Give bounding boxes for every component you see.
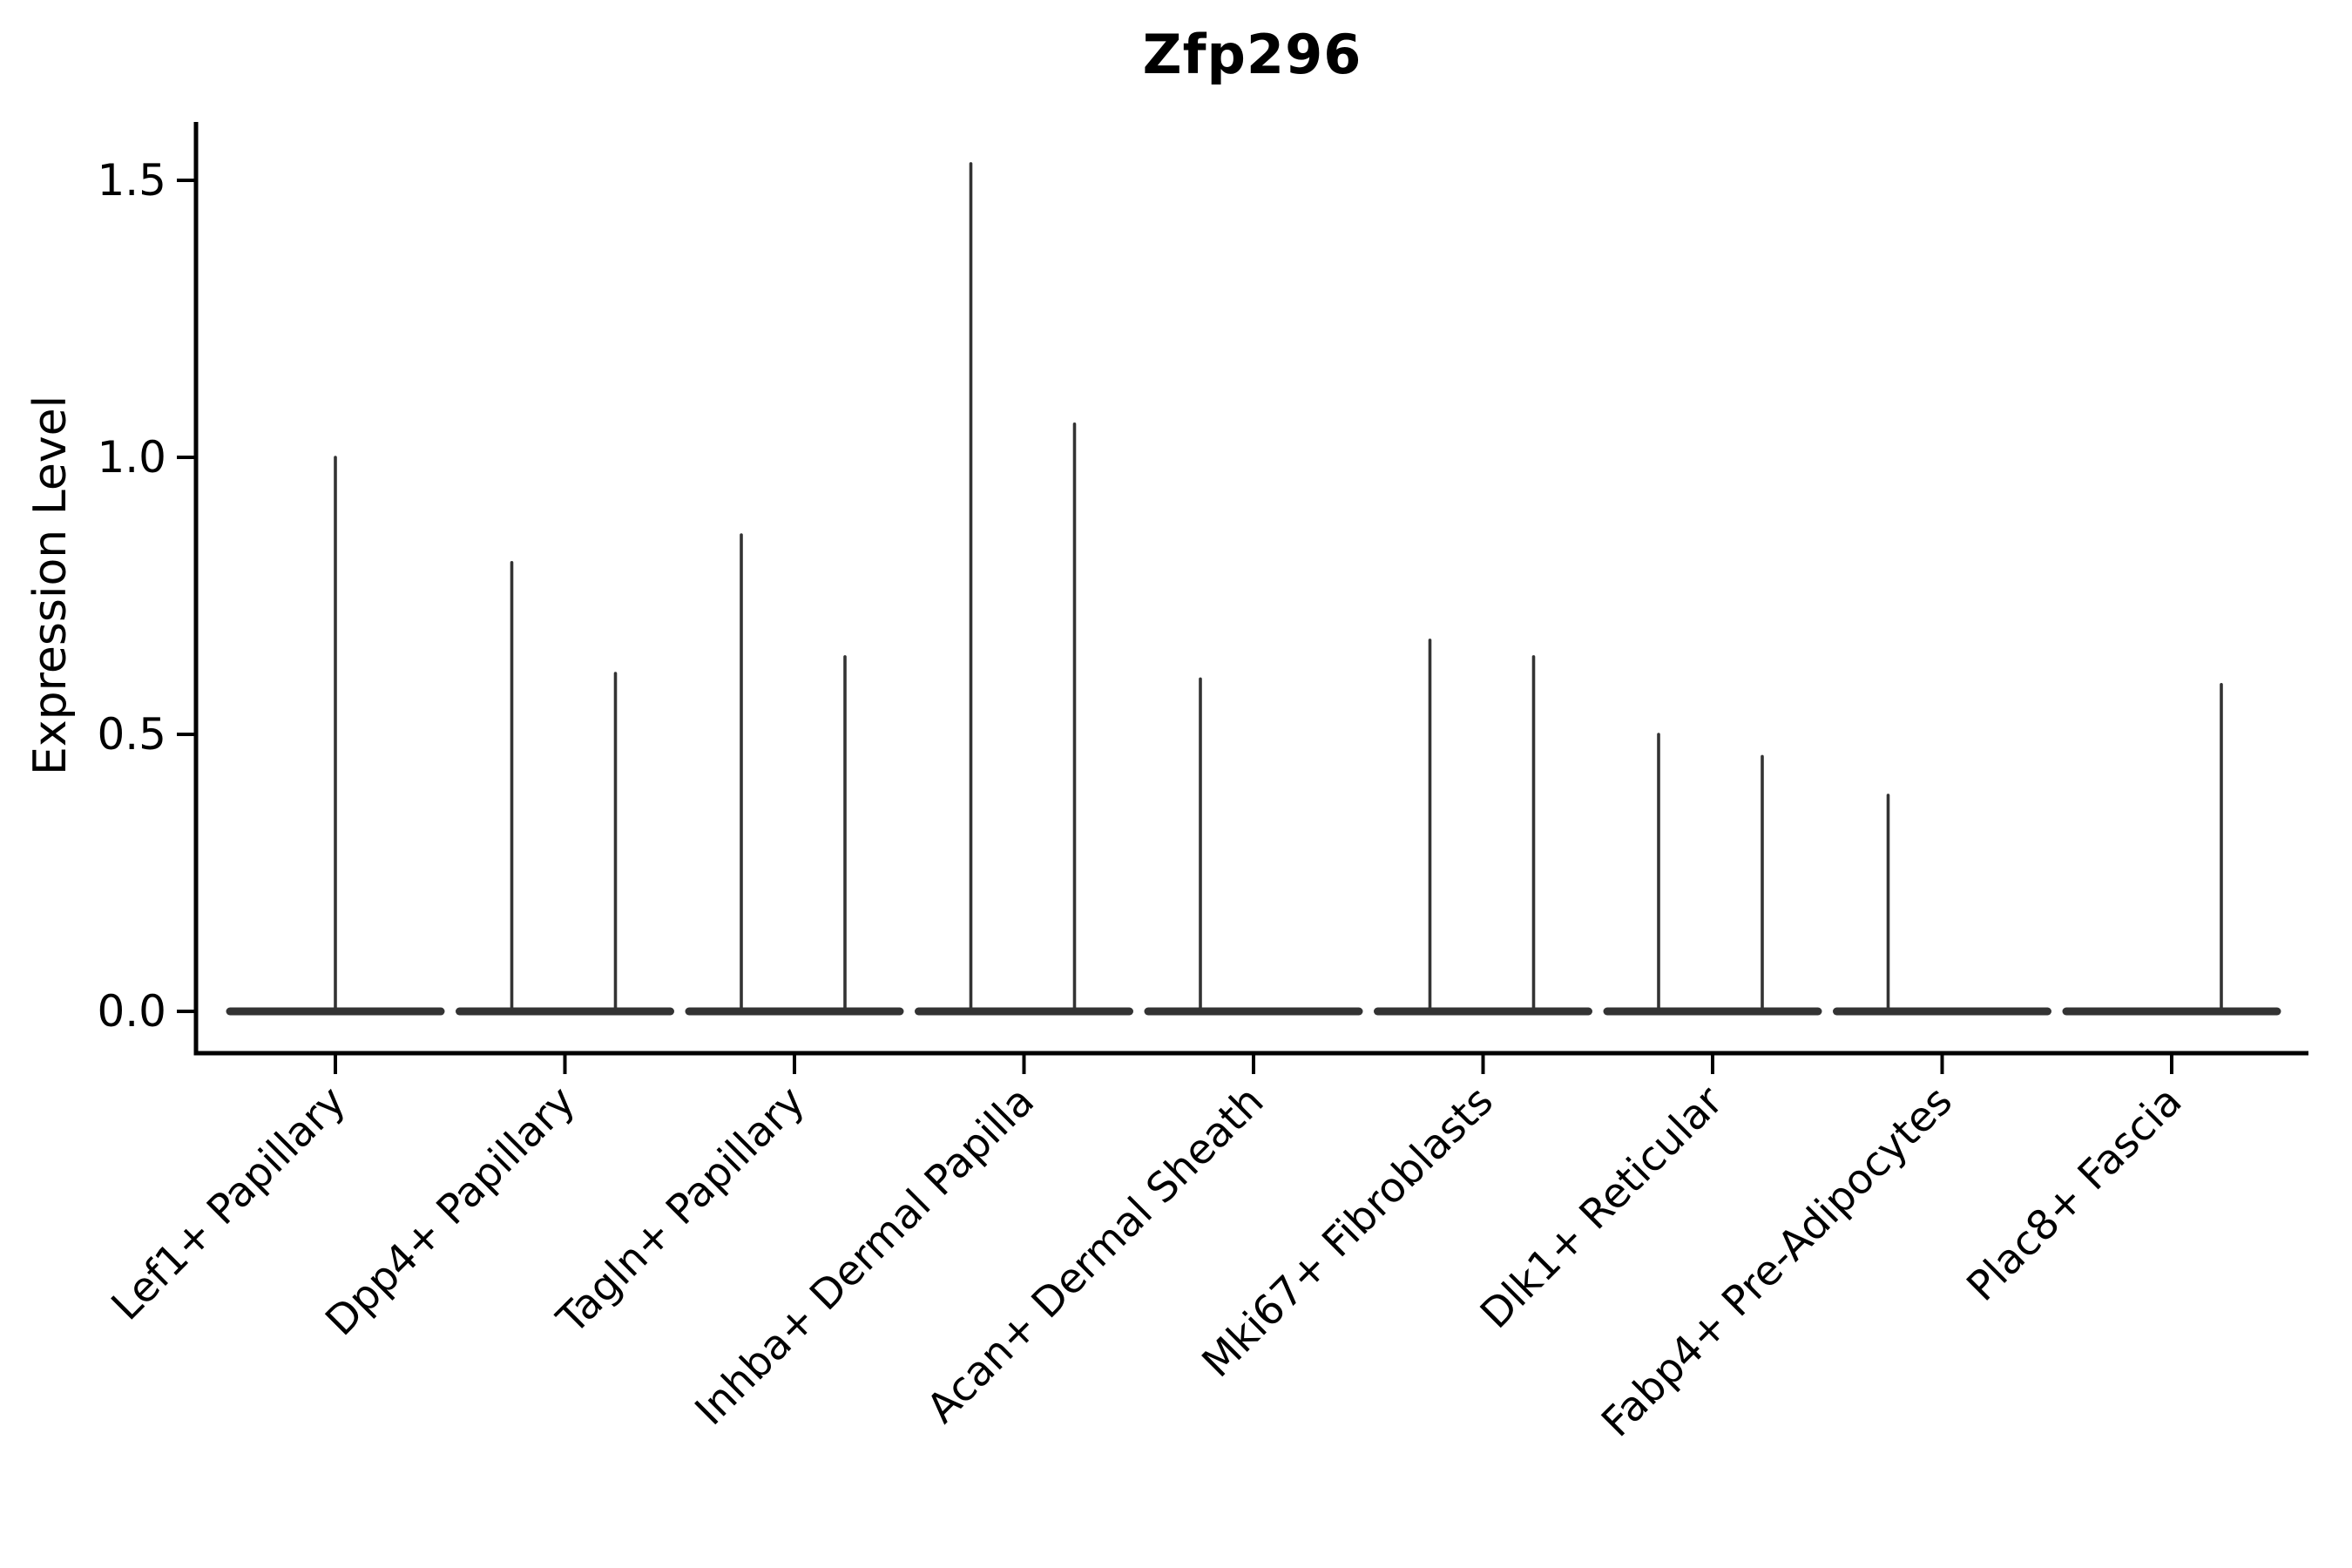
y-tick-label: 1.0	[97, 432, 166, 483]
x-tick-label: Tagln+ Papillary	[548, 1078, 814, 1344]
y-tick-label: 0.0	[97, 986, 166, 1037]
y-tick-label: 0.5	[97, 709, 166, 760]
chart-title: Zfp296	[1142, 23, 1362, 86]
y-tick-label: 1.5	[97, 155, 166, 206]
x-tick-label: Dlk1+ Reticular	[1471, 1077, 1733, 1338]
x-tick-label: Dpp4+ Papillary	[316, 1078, 585, 1346]
x-tick-label: Lef1+ Papillary	[103, 1078, 355, 1330]
x-tick-label: Plac8+ Fascia	[1958, 1078, 2192, 1311]
